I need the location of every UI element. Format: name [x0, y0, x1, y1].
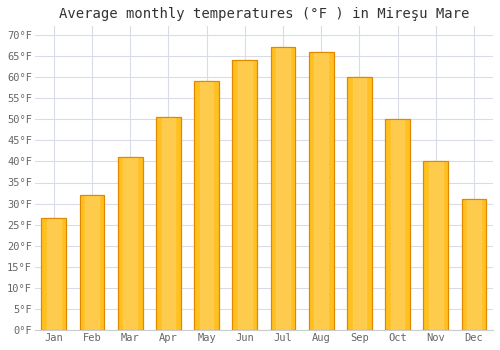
Bar	[47, 218, 60, 330]
Bar	[462, 199, 486, 330]
Bar	[385, 119, 410, 330]
Bar	[347, 77, 372, 330]
Bar	[80, 195, 104, 330]
Bar	[314, 51, 328, 330]
Bar	[156, 117, 181, 330]
Bar	[232, 60, 257, 330]
Bar	[194, 81, 219, 330]
Bar	[424, 161, 448, 330]
Bar	[124, 157, 137, 330]
Bar	[429, 161, 442, 330]
Bar	[276, 47, 290, 330]
Bar	[118, 157, 142, 330]
Title: Average monthly temperatures (°F ) in Mireşu Mare: Average monthly temperatures (°F ) in Mi…	[58, 7, 469, 21]
Bar	[309, 51, 334, 330]
Bar	[232, 60, 257, 330]
Bar	[162, 117, 175, 330]
Bar	[85, 195, 99, 330]
Bar	[309, 51, 334, 330]
Bar	[385, 119, 410, 330]
Bar	[270, 47, 295, 330]
Bar	[238, 60, 252, 330]
Bar	[462, 199, 486, 330]
Bar	[347, 77, 372, 330]
Bar	[390, 119, 404, 330]
Bar	[424, 161, 448, 330]
Bar	[80, 195, 104, 330]
Bar	[352, 77, 366, 330]
Bar	[467, 199, 481, 330]
Bar	[270, 47, 295, 330]
Bar	[194, 81, 219, 330]
Bar	[200, 81, 213, 330]
Bar	[156, 117, 181, 330]
Bar	[42, 218, 66, 330]
Bar	[118, 157, 142, 330]
Bar	[42, 218, 66, 330]
